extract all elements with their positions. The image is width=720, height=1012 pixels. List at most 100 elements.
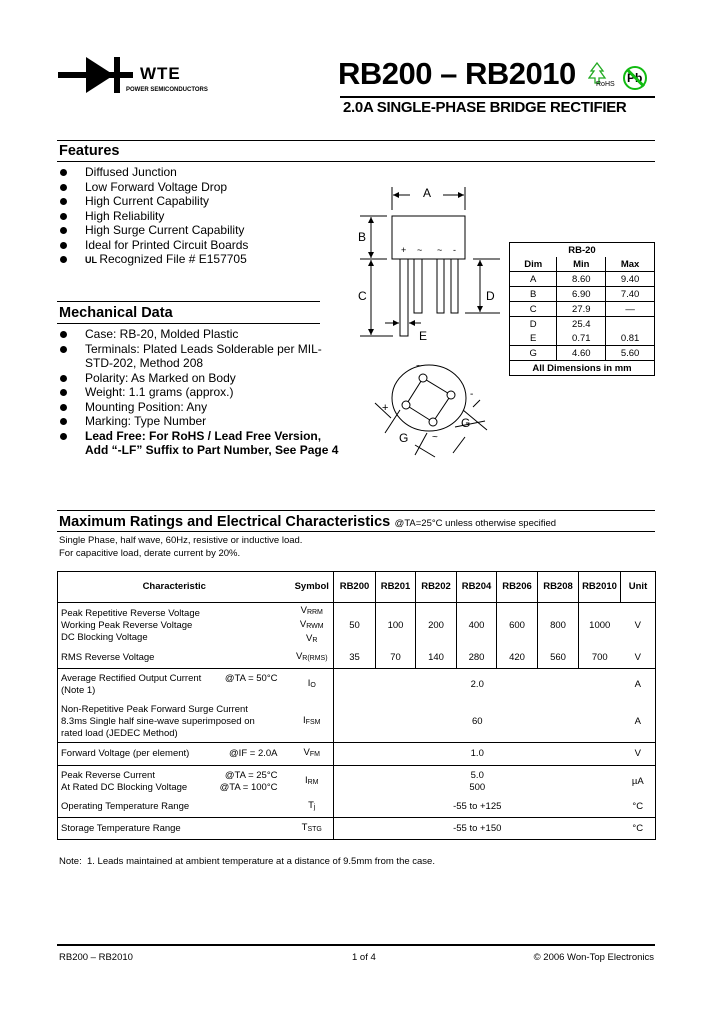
dim-name: B bbox=[509, 286, 557, 302]
symbol-base: V bbox=[295, 651, 303, 663]
pin-label-minus: - bbox=[453, 245, 456, 255]
dim-max: 9.40 bbox=[605, 271, 655, 287]
min-header: Min bbox=[556, 257, 606, 272]
symbol-cell: VRRM VRWM VR bbox=[291, 603, 334, 649]
symbol-base: I bbox=[307, 678, 311, 690]
value-cell: 2.0 bbox=[333, 668, 621, 702]
unit-cell: A bbox=[634, 679, 641, 691]
condition-text bbox=[278, 801, 288, 813]
logo-text: WTE bbox=[140, 64, 181, 83]
condition-text bbox=[278, 608, 288, 620]
dim-name: A bbox=[509, 271, 557, 287]
mechanical-heading: Mechanical Data bbox=[59, 305, 173, 321]
ratings-heading-row: Maximum Ratings and Electrical Character… bbox=[59, 513, 556, 531]
symbol-subscript: R(RMS) bbox=[302, 655, 328, 663]
value-cell: 35 bbox=[333, 648, 376, 669]
dim-max: — bbox=[605, 301, 655, 317]
footer-rule bbox=[57, 944, 655, 946]
divider bbox=[57, 323, 320, 324]
mechanical-list: Case: RB-20, Molded Plastic Terminals: Pl… bbox=[57, 327, 347, 458]
mechanical-item: Weight: 1.1 grams (approx.) bbox=[57, 385, 347, 400]
condition-text bbox=[278, 685, 288, 697]
column-header: RB201 bbox=[375, 571, 416, 603]
characteristic-text: Storage Temperature Range bbox=[61, 822, 181, 834]
symbol: VRRM bbox=[294, 605, 331, 619]
column-header: Unit bbox=[620, 571, 656, 603]
characteristic-cell: Peak Repetitive Reverse Voltage Working P… bbox=[58, 603, 291, 649]
dim-label-e: E bbox=[419, 329, 427, 343]
characteristic-text: Forward Voltage (per element) bbox=[61, 748, 190, 759]
column-header: Characteristic bbox=[57, 571, 291, 603]
column-header: RB200 bbox=[333, 571, 376, 603]
symbol-base: T bbox=[308, 800, 314, 812]
value-cell: 600 bbox=[496, 602, 538, 649]
page-number: 1 of 4 bbox=[352, 952, 376, 963]
table-row: Operating Temperature Range Tj -55 to +125… bbox=[57, 797, 656, 818]
table-row: Storage Temperature Range TSTG -55 to +150… bbox=[57, 817, 656, 840]
characteristic-line: (Note 1) bbox=[61, 685, 288, 697]
dim-min: 8.60 bbox=[556, 271, 606, 287]
characteristic-text: (Note 1) bbox=[61, 685, 96, 697]
table-row: Non-Repetitive Peak Forward Surge Curren… bbox=[57, 701, 656, 743]
pin-label-ac1: ~ bbox=[417, 245, 422, 255]
condition-text: @TA = 50°C bbox=[224, 673, 278, 685]
symbol-subscript: R bbox=[312, 636, 318, 644]
characteristic-line: Peak Reverse Current @TA = 25°C bbox=[61, 770, 288, 782]
characteristic-text: Peak Repetitive Reverse Voltage bbox=[61, 607, 200, 619]
symbol-subscript: FSM bbox=[305, 718, 321, 726]
characteristic-text: RMS Reverse Voltage bbox=[61, 652, 155, 664]
value-cell: 400 bbox=[456, 602, 497, 649]
symbol-subscript: RRM bbox=[306, 608, 323, 616]
feature-item: Diffused Junction bbox=[57, 165, 347, 180]
symbol-subscript: RM bbox=[307, 778, 319, 786]
page-subtitle: 2.0A SINGLE-PHASE BRIDGE RECTIFIER bbox=[343, 99, 627, 116]
dim-name: C bbox=[509, 301, 557, 317]
dimension-row: G 4.60 5.60 bbox=[509, 345, 655, 361]
pin-label-ac-bottom2: ~ bbox=[432, 432, 438, 443]
table-row: Peak Reverse Current @TA = 25°C At Rated D… bbox=[58, 765, 656, 798]
pin-label-ac-bottom: ~ bbox=[416, 361, 422, 372]
characteristic-line: rated load (JEDEC Method) bbox=[61, 728, 288, 740]
characteristic-cell: Average Rectified Output Current @TA = 50… bbox=[58, 669, 291, 702]
symbol-base: I bbox=[303, 714, 306, 726]
column-header: RB2010 bbox=[578, 571, 621, 603]
symbol: TSTG bbox=[294, 822, 331, 836]
characteristic-text: At Rated DC Blocking Voltage bbox=[61, 781, 188, 793]
symbol: VRWM bbox=[294, 619, 331, 633]
symbol: VR(RMS) bbox=[294, 651, 331, 665]
features-heading: Features bbox=[59, 143, 120, 159]
value-cell: 5.0 500 bbox=[333, 765, 621, 798]
value-cell: 100 bbox=[375, 602, 416, 649]
dim-name: E bbox=[530, 332, 537, 344]
symbol-base: V bbox=[300, 604, 307, 616]
characteristic-line: RMS Reverse Voltage bbox=[61, 652, 288, 664]
dim-label-g1: G bbox=[399, 431, 408, 445]
characteristic-line: Working Peak Reverse Voltage bbox=[61, 620, 288, 632]
dim-min: 6.90 bbox=[556, 286, 606, 302]
characteristic-cell: Peak Reverse Current @TA = 25°C At Rated D… bbox=[58, 766, 291, 798]
symbol-cell: VFM bbox=[290, 742, 334, 766]
dim-label-b: B bbox=[358, 230, 366, 244]
value-cell: 70 bbox=[375, 648, 416, 669]
symbol-base: T bbox=[301, 821, 308, 833]
characteristic-text: 8.3ms Single half sine-wave superimposed… bbox=[61, 715, 255, 727]
condition-text bbox=[278, 704, 288, 716]
dim-min: 25.4 bbox=[556, 316, 606, 331]
symbol-base: V bbox=[306, 632, 313, 644]
condition-text: @IF = 2.0A bbox=[229, 748, 278, 759]
symbol-base: V bbox=[299, 618, 307, 630]
characteristic-line: 8.3ms Single half sine-wave superimposed… bbox=[61, 716, 288, 728]
symbol-cell: TSTG bbox=[290, 817, 334, 840]
lead-free-icon: Pb bbox=[623, 66, 647, 90]
symbol-base: V bbox=[303, 747, 310, 758]
value-cell: 800 bbox=[537, 602, 579, 649]
value-cell: -55 to +150 bbox=[333, 817, 621, 840]
feature-item: High Current Capability bbox=[57, 194, 347, 209]
characteristic-line: Storage Temperature Range bbox=[61, 823, 288, 835]
dimensions-package: RB-20 bbox=[568, 244, 596, 256]
pin-label-plus-bottom: + bbox=[382, 402, 388, 414]
characteristic-line: DC Blocking Voltage bbox=[61, 632, 288, 644]
symbol: VFM bbox=[294, 747, 331, 761]
characteristic-cell: Forward Voltage (per element) @IF = 2.0A bbox=[57, 742, 291, 766]
value-cell: 140 bbox=[415, 648, 457, 669]
